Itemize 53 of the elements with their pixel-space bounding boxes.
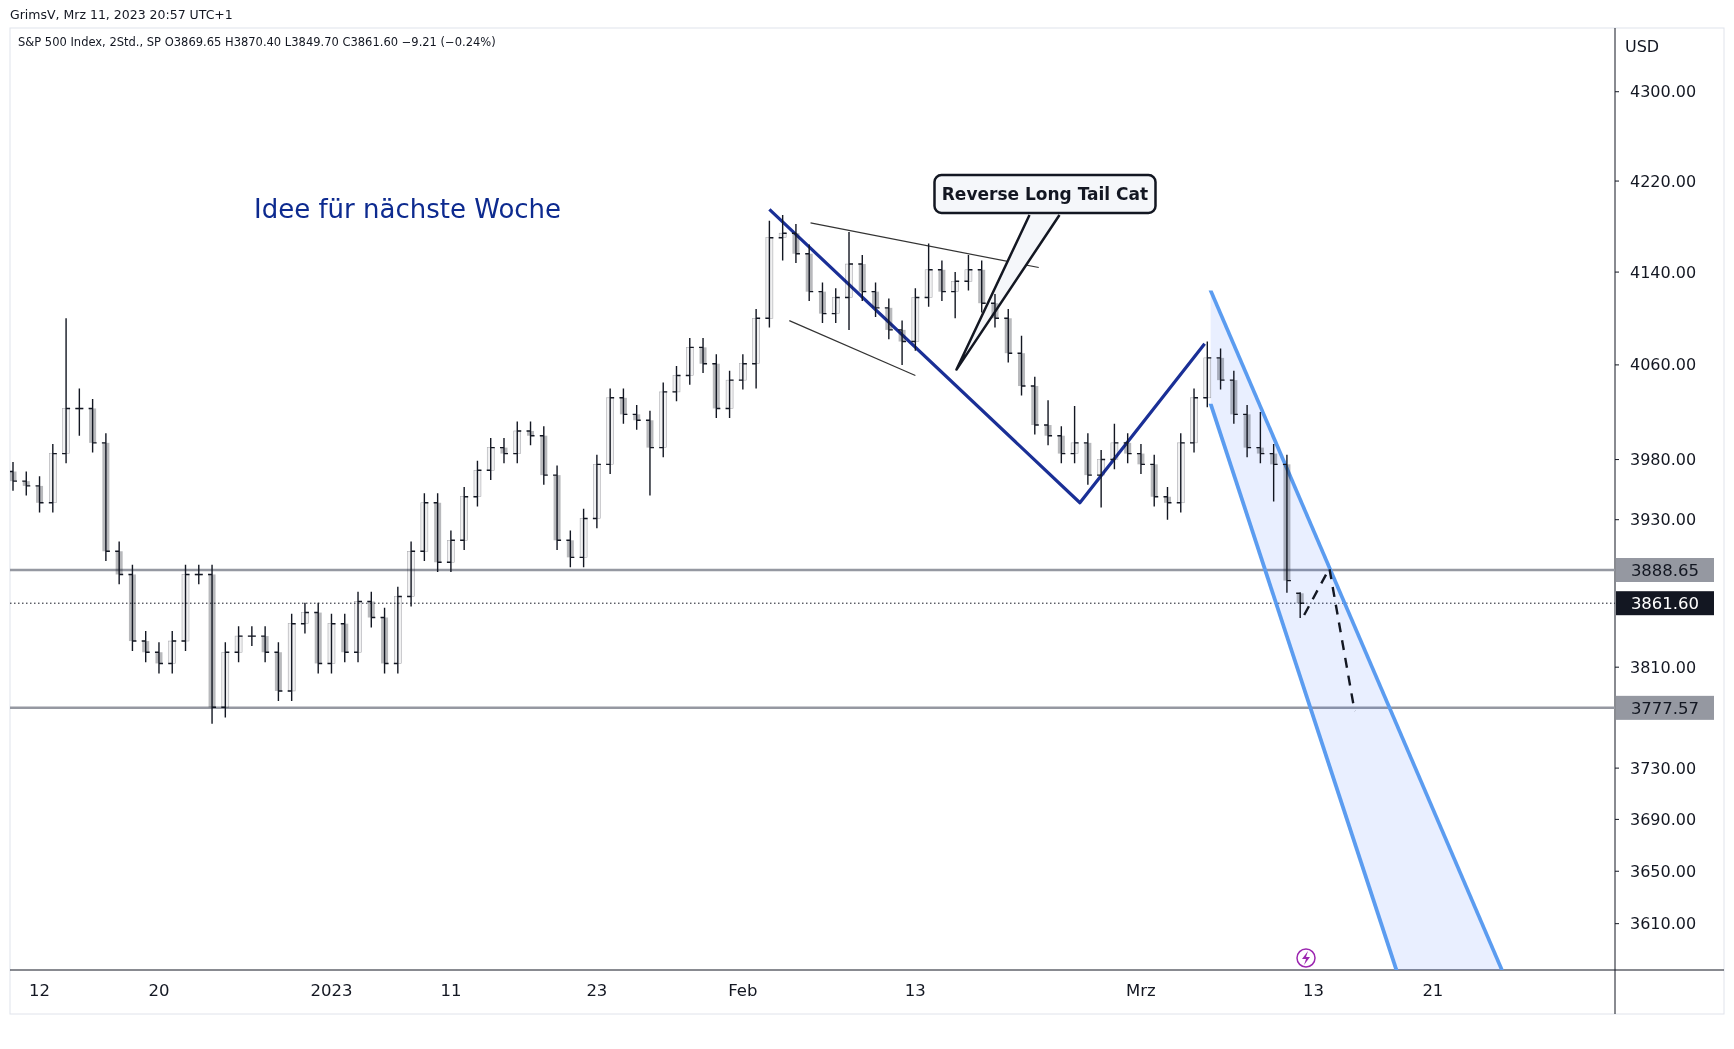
y-tick-label: 4220.00 [1630, 171, 1697, 191]
x-tick-label: 11 [440, 981, 462, 1000]
ref-line-label: 3888.65 [1630, 560, 1700, 580]
y-tick-label: 3810.00 [1630, 657, 1697, 677]
candlestick [221, 641, 230, 719]
y-axis-title: USD [1625, 37, 1660, 56]
candlestick [327, 613, 336, 675]
candlestick [1110, 423, 1119, 470]
annotation: Idee für nächste Woche [254, 194, 562, 224]
candlestick [1070, 405, 1079, 464]
candlestick [473, 460, 482, 508]
y-tick-label: 4060.00 [1630, 355, 1697, 375]
y-tick-label: 3690.00 [1630, 810, 1697, 830]
ref-line-label: 3861.60 [1630, 593, 1700, 613]
x-tick-label: 21 [1422, 981, 1444, 1000]
candlestick [579, 508, 588, 568]
x-tick-label: 13 [1302, 981, 1324, 1000]
y-tick-label: 3650.00 [1630, 861, 1697, 881]
candlestick [725, 370, 734, 419]
ref-line-label: 3777.57 [1630, 698, 1700, 718]
candlestick [287, 613, 296, 702]
candlestick [486, 437, 495, 481]
candlestick [194, 563, 204, 585]
candlestick [168, 630, 176, 675]
y-tick-label: 3610.00 [1630, 914, 1697, 934]
chart-subtitle: GrimsV, Mrz 11, 2023 20:57 UTC+1 [10, 7, 233, 22]
candlestick [911, 287, 920, 352]
candlestick [234, 625, 243, 663]
candlestick [1177, 432, 1185, 514]
text: S&P 500 Index, 2Std., SP O3869.65 H3870.40 L3849.70 C3861.60 −9.21 (−0.24%) [18, 35, 496, 49]
candlestick [420, 492, 429, 562]
candlestick [1203, 340, 1212, 408]
y-tick-label: 3930.00 [1630, 510, 1697, 530]
x-tick-label: Mrz [1126, 981, 1156, 1000]
x-tick-label: 12 [29, 981, 51, 1000]
x-tick-label: 20 [148, 981, 170, 1000]
candlestick [765, 219, 774, 329]
candlestick [513, 420, 522, 464]
annotation: Reverse Long Tail Cat [941, 184, 1149, 204]
y-tick-label: 4300.00 [1630, 82, 1697, 102]
y-tick-label: 3980.00 [1630, 450, 1697, 470]
candlestick [831, 287, 840, 324]
y-tick-label: 3730.00 [1630, 758, 1697, 778]
x-tick-label: 13 [904, 981, 926, 1000]
candlestick [924, 242, 933, 308]
x-tick-label: 23 [586, 981, 608, 1000]
candlestick [672, 365, 681, 403]
candlestick [964, 254, 973, 292]
y-tick-label: 4140.00 [1630, 262, 1697, 282]
x-tick-label: Feb [728, 981, 758, 1000]
x-tick-label: 2023 [310, 981, 353, 1000]
candlestick [686, 337, 694, 386]
candlestick [659, 381, 667, 458]
